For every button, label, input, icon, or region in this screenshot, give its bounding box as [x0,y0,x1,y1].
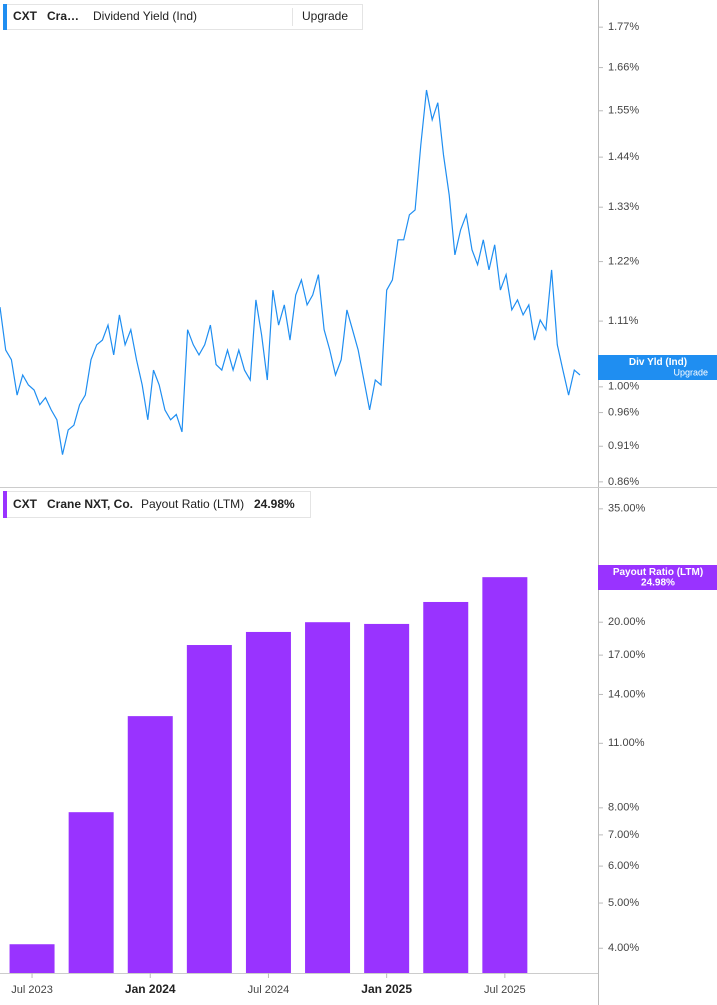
y-tick-label: 0.96% [608,406,639,418]
legend-swatch [3,491,7,518]
value-badge [598,565,717,590]
bar [186,645,232,973]
y-tick-label: 1.44% [608,151,639,163]
y-tick-label: 35.00% [608,503,646,515]
x-tick-label: Jul 2025 [484,984,526,996]
bar [423,601,469,973]
bar [127,716,173,973]
y-tick-label: 0.86% [608,476,639,488]
badge-label: Payout Ratio (LTM) [613,567,703,578]
ticker: CXT [13,497,38,511]
company: Cra… [47,9,79,23]
y-tick-label: 1.00% [608,381,639,393]
x-tick-label: Jan 2024 [125,982,176,996]
y-tick-label: 14.00% [608,688,646,700]
ticker: CXT [13,9,38,23]
badge-sublabel: 24.98% [641,578,675,589]
y-tick-label: 1.11% [608,315,639,327]
legend-swatch [3,4,7,30]
last-value: 24.98% [254,497,295,511]
bar [482,577,528,973]
bar [245,631,291,973]
y-tick-label: 1.66% [608,61,639,73]
y-tick-label: 1.22% [608,255,639,267]
y-tick-label: 1.55% [608,105,639,117]
y-tick-label: 0.91% [608,440,639,452]
y-tick-label: 8.00% [608,802,639,814]
bar [9,944,55,973]
y-tick-label: 1.33% [608,201,639,213]
x-tick-label: Jul 2023 [11,984,53,996]
legend-entry: Payout Ratio (LTM) [141,497,244,511]
y-tick-label: 20.00% [608,616,646,628]
y-tick-label: 1.77% [608,21,639,33]
x-tick-label: Jul 2024 [248,984,290,996]
legend-box [3,491,311,518]
y-tick-label: 5.00% [608,897,639,909]
bar [68,812,114,973]
value-badge [598,355,717,380]
company: Crane NXT, Co. [47,497,133,511]
badge-label: Div Yld (Ind) [629,357,687,368]
y-tick-label: 6.00% [608,860,639,872]
legend-entry: Dividend Yield (Ind) [93,9,197,23]
y-tick-label: 11.00% [608,737,645,749]
bar [364,623,410,973]
legend-box [3,4,363,30]
badge-sublabel: Upgrade [673,367,708,377]
y-tick-label: 4.00% [608,942,639,954]
x-tick-label: Jan 2025 [361,982,412,996]
y-tick-label: 7.00% [608,829,639,841]
upgrade-button[interactable]: Upgrade [302,9,348,23]
data-line [0,89,581,455]
bar [305,622,351,973]
y-tick-label: 17.00% [608,649,646,661]
